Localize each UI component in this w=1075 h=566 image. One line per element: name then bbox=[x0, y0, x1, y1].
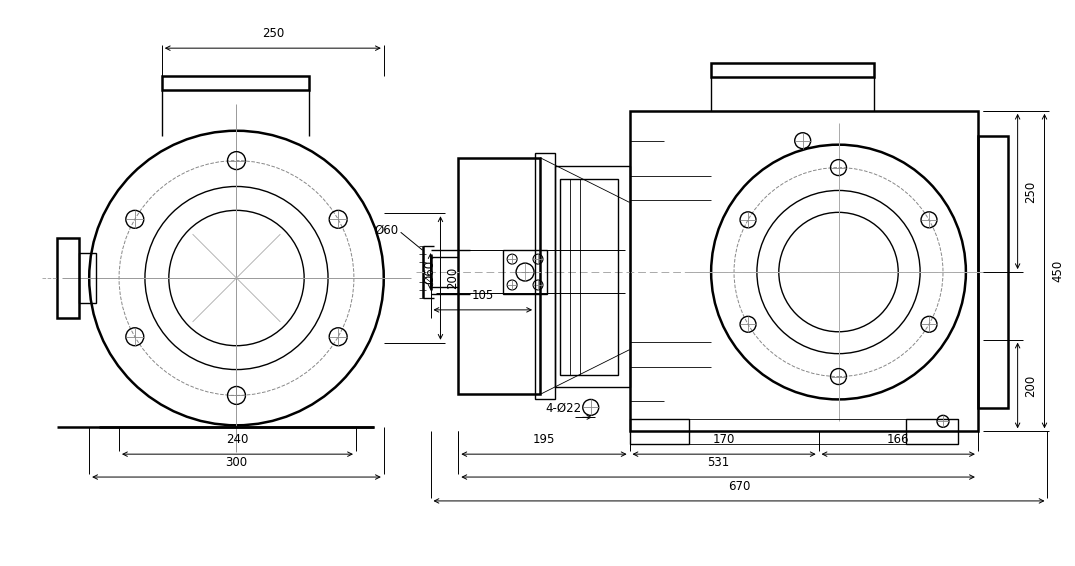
Text: 250: 250 bbox=[1024, 181, 1037, 203]
Bar bbox=[978, 136, 1007, 409]
Bar bbox=[712, 63, 874, 77]
Text: 531: 531 bbox=[707, 456, 729, 469]
Bar bbox=[503, 250, 547, 294]
Text: Ø60: Ø60 bbox=[424, 259, 436, 284]
Bar bbox=[162, 76, 310, 90]
Text: 670: 670 bbox=[728, 480, 750, 493]
Text: 200: 200 bbox=[446, 267, 459, 289]
Bar bbox=[80, 253, 96, 303]
Bar bbox=[458, 157, 540, 395]
Text: 195: 195 bbox=[533, 433, 555, 446]
Text: 300: 300 bbox=[226, 456, 247, 469]
Text: 240: 240 bbox=[227, 433, 248, 446]
Bar bbox=[906, 419, 958, 444]
Text: 105: 105 bbox=[472, 289, 493, 302]
Text: 450: 450 bbox=[1051, 260, 1064, 282]
Text: 170: 170 bbox=[713, 433, 735, 446]
Bar bbox=[630, 111, 978, 431]
Text: 166: 166 bbox=[887, 433, 909, 446]
Bar bbox=[630, 419, 689, 444]
Text: Ø60: Ø60 bbox=[374, 224, 399, 237]
Bar bbox=[560, 178, 618, 375]
Bar bbox=[535, 153, 555, 400]
Bar bbox=[555, 166, 630, 388]
Text: 4-Ø22: 4-Ø22 bbox=[545, 401, 582, 414]
Bar bbox=[57, 238, 80, 318]
Text: 250: 250 bbox=[261, 27, 284, 40]
Text: 200: 200 bbox=[1024, 374, 1037, 397]
